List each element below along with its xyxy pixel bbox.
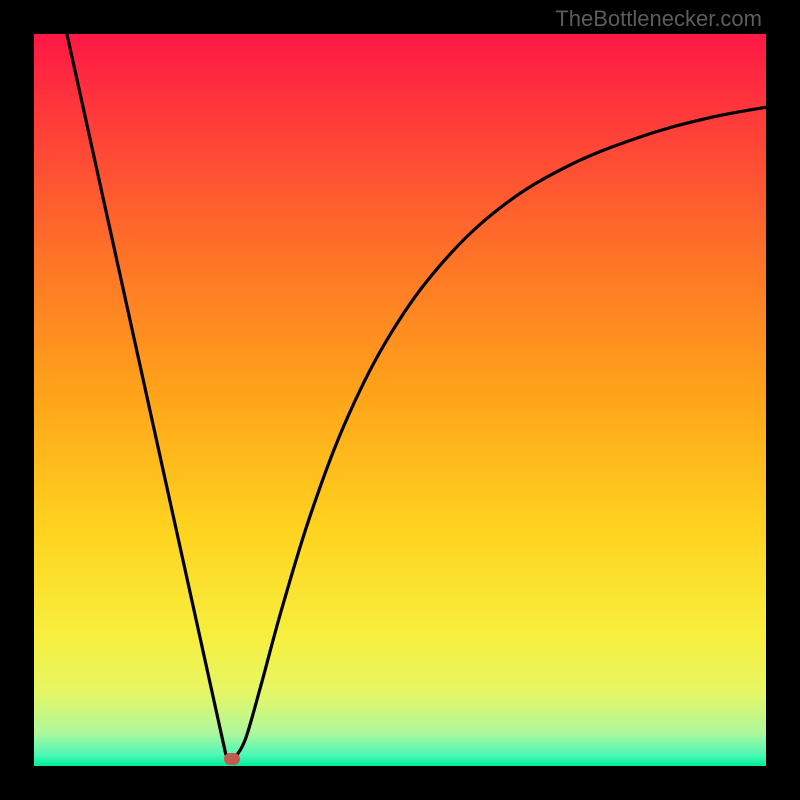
watermark-text: TheBottlenecker.com: [555, 6, 762, 32]
background-gradient: [34, 34, 766, 766]
frame-border-left: [0, 0, 34, 800]
frame-border-bottom: [0, 766, 800, 800]
plot-area: [34, 34, 766, 766]
frame-border-right: [766, 0, 800, 800]
minimum-marker: [224, 753, 240, 765]
